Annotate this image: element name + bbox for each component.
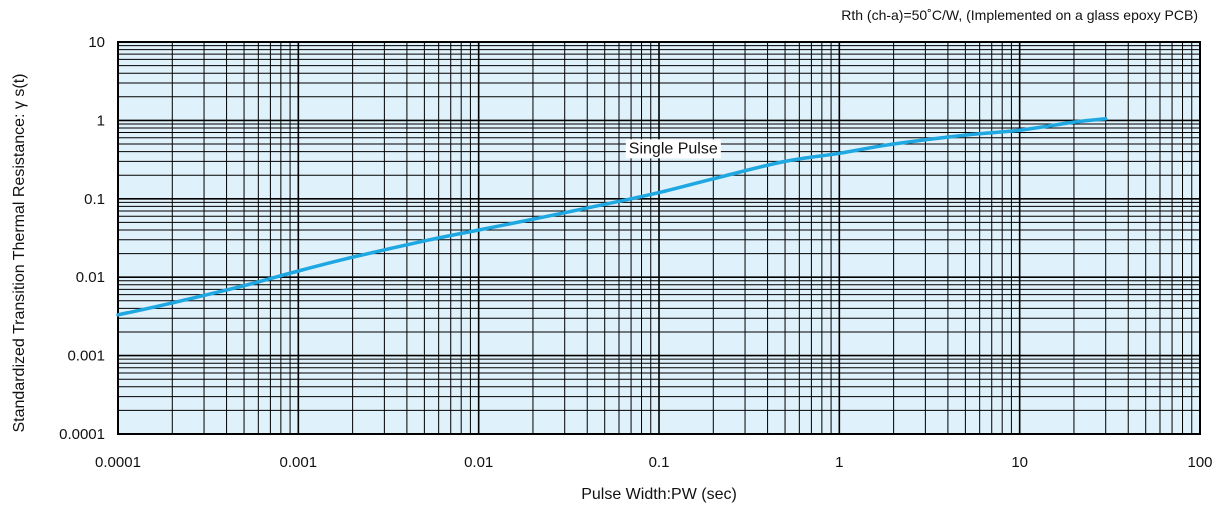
x-tick-label: 0.0001 bbox=[95, 454, 141, 471]
x-tick-label: 0.001 bbox=[280, 454, 318, 471]
x-tick-label: 0.01 bbox=[464, 454, 493, 471]
series-layer: Single Pulse bbox=[116, 116, 1108, 317]
plot-frame bbox=[117, 41, 1201, 435]
x-tick-label: 0.1 bbox=[649, 454, 670, 471]
y-tick-label: 0.1 bbox=[84, 191, 105, 208]
y-tick-labels: 0.0001 0.001 0.01 0.1 1 10 bbox=[59, 34, 105, 443]
x-tick-label: 10 bbox=[1011, 454, 1028, 471]
y-tick-label: 1 bbox=[97, 112, 105, 129]
y-axis-title: Standardized Transition Thermal Resistan… bbox=[11, 74, 28, 433]
y-tick-label: 10 bbox=[88, 34, 105, 51]
y-tick-label: 0.001 bbox=[67, 348, 105, 365]
y-tick-label: 0.0001 bbox=[59, 426, 105, 443]
condition-note: Rth (ch-a)=50˚C/W, (Implemented on a gla… bbox=[841, 7, 1198, 23]
y-tick-label: 0.01 bbox=[76, 269, 105, 286]
x-axis-title: Pulse Width:PW (sec) bbox=[581, 486, 737, 503]
major-gridlines bbox=[118, 42, 1200, 434]
x-tick-label: 1 bbox=[835, 454, 843, 471]
series-label-background bbox=[625, 139, 721, 159]
series-line-single-pulse bbox=[116, 116, 1108, 317]
series-label-single-pulse: Single Pulse bbox=[629, 140, 718, 157]
x-tick-label: 100 bbox=[1187, 454, 1212, 471]
x-tick-labels: 0.0001 0.001 0.01 0.1 1 10 100 bbox=[95, 454, 1212, 471]
